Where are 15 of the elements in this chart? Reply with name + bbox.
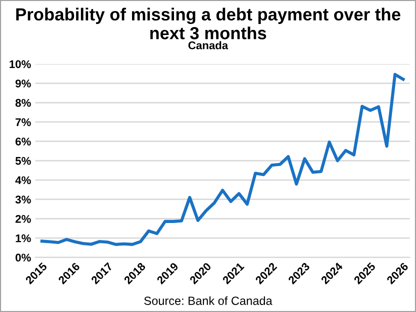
y-tick-label: 10%: [10, 60, 31, 68]
y-tick-label: 9%: [16, 80, 31, 88]
chart-subtitle: Canada: [188, 41, 228, 50]
y-tick-label: 2%: [16, 214, 31, 223]
y-tick-label: 0%: [16, 254, 31, 262]
y-tick-label: 5%: [15, 156, 31, 165]
y-tick-label: 8%: [15, 98, 31, 107]
line-series: [40, 72, 405, 246]
y-tick-label: 6%: [16, 138, 31, 146]
y-tick-label: 4%: [15, 176, 31, 184]
chart-title: Probability of missing a debt payment over the next 3 months: [16, 8, 400, 40]
y-tick-label: 7%: [16, 118, 31, 126]
y-tick-label: 3%: [15, 196, 31, 204]
source-note: Source: Bank of Canada: [144, 296, 272, 305]
y-tick-label: 1%: [16, 234, 31, 242]
